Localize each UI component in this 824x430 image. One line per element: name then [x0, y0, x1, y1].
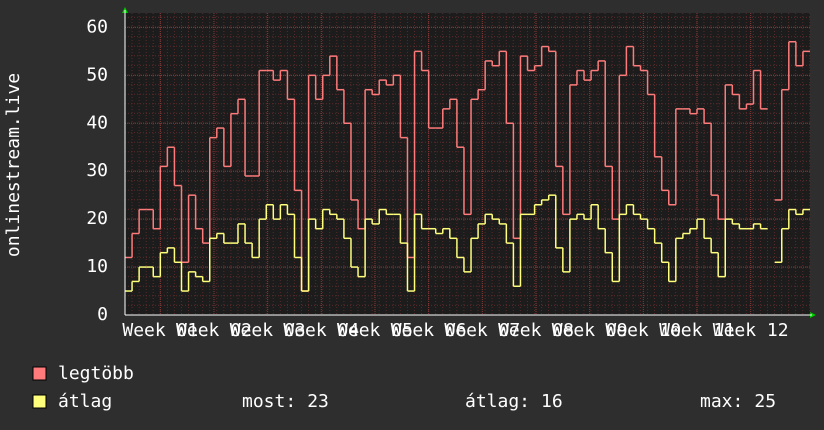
- stat-label: most:: [242, 391, 296, 412]
- legend-label: átlag: [58, 391, 112, 412]
- x-tick-label: Week 11: [659, 320, 735, 341]
- legend-swatch: [32, 394, 47, 409]
- x-tick-label: Week 01: [122, 320, 198, 341]
- x-tick-label: Week 07: [444, 320, 520, 341]
- y-tick-label: 0: [97, 304, 108, 325]
- y-axis-label: onlinestream.live: [3, 73, 24, 257]
- x-tick-label: Week 02: [176, 320, 252, 341]
- y-tick-label: 10: [86, 256, 108, 277]
- x-tick-label: Week 10: [605, 320, 681, 341]
- y-tick-label: 40: [86, 112, 108, 133]
- stat-label: átlag:: [465, 391, 530, 412]
- stat-label: max:: [700, 391, 743, 412]
- x-tick-label: Week 03: [230, 320, 306, 341]
- x-arrow: [810, 312, 816, 318]
- stat-value: 25: [754, 391, 776, 412]
- x-tick-label: Week 12: [713, 320, 789, 341]
- x-tick-label: Week 06: [391, 320, 467, 341]
- y-tick-label: 30: [86, 160, 108, 181]
- legend-swatch: [32, 366, 47, 381]
- stat-value: 23: [307, 391, 329, 412]
- plot-area: [125, 13, 810, 315]
- x-tick-label: Week 08: [498, 320, 574, 341]
- x-tick-label: Week 04: [283, 320, 359, 341]
- y-tick-label: 20: [86, 208, 108, 229]
- x-tick-label: Week 05: [337, 320, 413, 341]
- stat-value: 16: [541, 391, 563, 412]
- legend-label: legtöbb: [58, 363, 134, 384]
- y-tick-label: 50: [86, 64, 108, 85]
- x-tick-label: Week 09: [552, 320, 628, 341]
- y-tick-label: 60: [86, 16, 108, 37]
- marks: [125, 41, 810, 292]
